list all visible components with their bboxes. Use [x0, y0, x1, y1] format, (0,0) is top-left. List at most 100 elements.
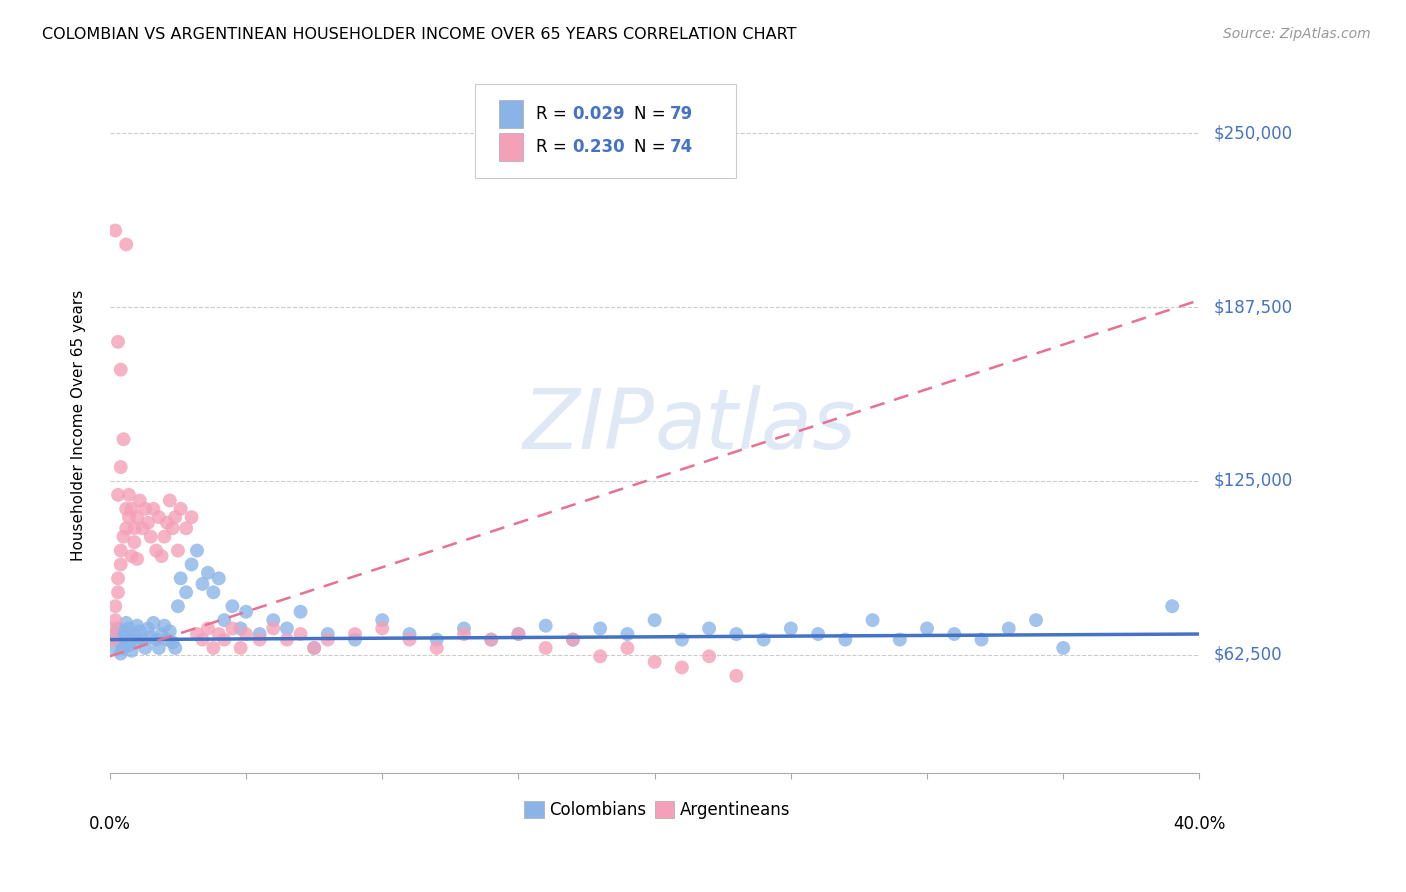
Point — [1025, 613, 1047, 627]
Point — [162, 521, 184, 535]
Point — [127, 552, 149, 566]
Point — [136, 516, 159, 530]
Point — [107, 488, 129, 502]
Point — [148, 510, 170, 524]
Point — [426, 632, 449, 647]
Point — [118, 622, 141, 636]
FancyBboxPatch shape — [475, 85, 737, 178]
Point — [943, 627, 966, 641]
Bar — [499, 101, 523, 128]
Point — [235, 605, 257, 619]
Text: $250,000: $250,000 — [1213, 124, 1292, 142]
Point — [167, 599, 190, 614]
Point — [101, 640, 124, 655]
Point — [202, 585, 225, 599]
Point — [1052, 640, 1074, 655]
Point — [221, 599, 243, 614]
Point — [371, 622, 394, 636]
Point — [453, 622, 475, 636]
Point — [127, 635, 149, 649]
Text: ZIP: ZIP — [523, 384, 655, 466]
Text: $125,000: $125,000 — [1213, 472, 1292, 490]
Point — [479, 632, 502, 647]
Y-axis label: Householder Income Over 65 years: Householder Income Over 65 years — [72, 290, 86, 561]
Point — [915, 622, 938, 636]
Point — [561, 632, 583, 647]
Point — [112, 640, 135, 655]
Point — [150, 627, 173, 641]
Point — [128, 624, 150, 639]
Text: atlas: atlas — [655, 384, 856, 466]
Point — [208, 627, 231, 641]
Point — [262, 613, 284, 627]
Point — [165, 510, 187, 524]
Point — [229, 640, 252, 655]
Point — [124, 627, 146, 641]
Point — [725, 627, 748, 641]
Point — [127, 618, 149, 632]
Point — [644, 655, 666, 669]
Point — [150, 549, 173, 563]
Point — [343, 627, 366, 641]
Point — [616, 627, 638, 641]
Point — [174, 521, 197, 535]
Point — [145, 632, 167, 647]
Point — [276, 622, 298, 636]
Point — [214, 632, 236, 647]
Point — [153, 618, 176, 632]
Point — [302, 640, 325, 655]
Point — [104, 613, 127, 627]
Point — [202, 640, 225, 655]
Point — [104, 599, 127, 614]
Point — [221, 622, 243, 636]
Point — [110, 543, 132, 558]
Point — [118, 488, 141, 502]
Point — [170, 501, 193, 516]
Text: 0.0%: 0.0% — [89, 815, 131, 833]
Point — [398, 632, 420, 647]
Point — [180, 510, 202, 524]
Point — [165, 640, 187, 655]
Text: $62,500: $62,500 — [1213, 646, 1282, 664]
Point — [508, 627, 530, 641]
Point — [316, 627, 339, 641]
Point — [180, 558, 202, 572]
Point — [139, 530, 162, 544]
Point — [121, 501, 143, 516]
Text: 0.230: 0.230 — [572, 138, 624, 156]
Bar — [499, 133, 523, 161]
Point — [229, 622, 252, 636]
Point — [128, 493, 150, 508]
Point — [142, 501, 165, 516]
Point — [249, 627, 271, 641]
Point — [115, 630, 138, 644]
Point — [290, 605, 312, 619]
Point — [534, 618, 557, 632]
Point — [697, 649, 720, 664]
Text: Source: ZipAtlas.com: Source: ZipAtlas.com — [1223, 27, 1371, 41]
Point — [725, 669, 748, 683]
Point — [834, 632, 856, 647]
Point — [131, 521, 153, 535]
Point — [131, 632, 153, 647]
Point — [191, 577, 214, 591]
Point — [589, 622, 612, 636]
Point — [398, 627, 420, 641]
Point — [697, 622, 720, 636]
Point — [214, 613, 236, 627]
Point — [121, 644, 143, 658]
Point — [162, 635, 184, 649]
Point — [107, 622, 129, 636]
Point — [426, 640, 449, 655]
Point — [118, 638, 141, 652]
Point — [779, 622, 801, 636]
Point — [644, 613, 666, 627]
Point — [104, 627, 127, 641]
Point — [110, 460, 132, 475]
Point — [112, 530, 135, 544]
Point — [134, 640, 156, 655]
Text: R =: R = — [536, 105, 572, 123]
Point — [159, 493, 181, 508]
Point — [343, 632, 366, 647]
Point — [115, 521, 138, 535]
